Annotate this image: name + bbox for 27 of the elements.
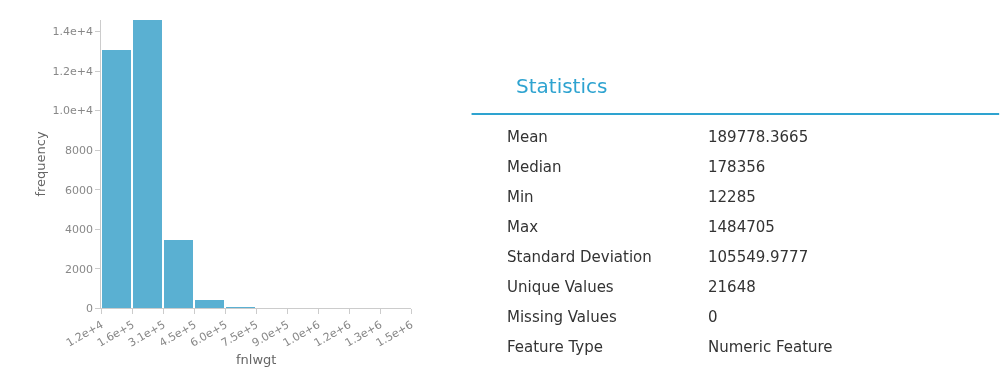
y-tick-label: 0 [86, 302, 94, 316]
text: 1484705 [708, 218, 775, 236]
text: Statistics [516, 74, 608, 98]
y-tick-label: 6000 [65, 183, 94, 197]
x-axis-title: fnlwgt [235, 352, 277, 368]
y-tick-label: 8000 [65, 144, 94, 157]
y-tick-label: 1.4e+4 [52, 25, 94, 39]
category-label: Feature Type [507, 338, 603, 356]
category-label: Min [507, 188, 534, 206]
y-tick-label: 2000 [65, 262, 94, 276]
text: 12285 [708, 188, 756, 206]
text: Numeric Feature [708, 338, 833, 356]
text: 0 [708, 308, 718, 326]
y-tick-label: 4000 [65, 223, 94, 237]
category-label: Max [507, 218, 539, 236]
y-tick-label: 1.0e+4 [52, 104, 94, 118]
category-label: Standard Deviation [507, 248, 652, 266]
text: 21648 [708, 278, 756, 296]
category-label: Missing Values [507, 308, 617, 326]
category-label: Unique Values [507, 278, 614, 296]
text: 189778.3665 [708, 128, 809, 146]
category-label: Mean [507, 128, 548, 146]
text: 105549.9777 [708, 248, 809, 266]
text: 178356 [708, 158, 766, 176]
category-label: Median [507, 158, 562, 176]
y-axis-title: frequency [32, 131, 48, 197]
y-tick-label: 1.2e+4 [52, 64, 94, 78]
